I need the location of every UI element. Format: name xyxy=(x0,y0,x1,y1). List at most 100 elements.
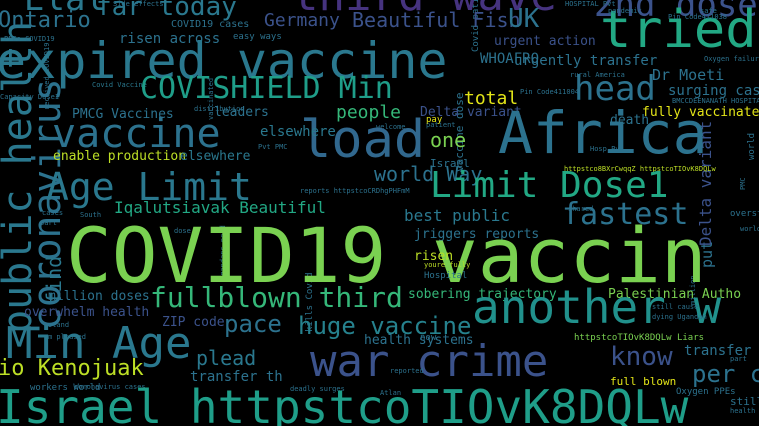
word: now xyxy=(420,333,437,343)
word: PMCG Vaccines xyxy=(72,107,174,122)
word: transfer th xyxy=(190,369,283,385)
word: overwhelm health xyxy=(24,305,150,320)
word: best public xyxy=(404,206,510,225)
word: Israel httpstcoTIOvK8DQLw xyxy=(0,380,689,426)
word: stand xyxy=(48,321,70,329)
word: safe xyxy=(700,7,717,15)
word: easy ways xyxy=(233,32,282,42)
word: Israel xyxy=(430,157,470,170)
word: COVID19 vaccin xyxy=(66,211,707,300)
word: Germany xyxy=(264,10,340,31)
word: Covid Vaccine xyxy=(92,81,147,89)
word: head xyxy=(574,69,656,109)
word: shared xyxy=(568,205,594,213)
word: httpstcoTIOvK8DQLw Liars xyxy=(574,333,705,343)
word: war crime xyxy=(310,336,549,387)
word: distribution xyxy=(194,105,245,113)
word: part xyxy=(40,219,57,227)
word: leaders xyxy=(214,105,269,120)
word: Beautiful Fish xyxy=(352,8,521,32)
word: transfer th xyxy=(684,343,759,359)
word: risen xyxy=(414,249,454,264)
word: Limit Dose1 xyxy=(430,165,669,206)
word: coronavirus cases xyxy=(74,383,146,391)
word: Age Limit xyxy=(46,165,252,209)
word: Atlan xyxy=(380,389,402,397)
word: pandemic xyxy=(608,7,642,15)
word: still cause xyxy=(730,395,759,408)
word: Dr Moeti xyxy=(652,66,725,84)
word: Oxygen failure xyxy=(704,55,759,63)
word: m pleased xyxy=(48,333,86,341)
word: South xyxy=(80,211,102,219)
word: sobering trajectory xyxy=(408,287,557,302)
word: HOSPITAL Pvt xyxy=(565,0,616,8)
word: third wave xyxy=(292,0,557,18)
word: health workers xyxy=(730,407,759,415)
word: Delta variant xyxy=(420,105,522,120)
word: urgently transfer xyxy=(514,53,658,69)
word: Hosp Pvt xyxy=(590,145,624,153)
word: fully vaccinated xyxy=(642,105,759,120)
word: WHOAFRO xyxy=(480,51,540,67)
word: total xyxy=(464,88,519,109)
word: Elal xyxy=(24,0,106,16)
word: Iqalutsiavak Beautiful xyxy=(114,198,326,217)
word: still cause xyxy=(652,303,699,311)
word: expired vaccine xyxy=(0,32,448,90)
word: httpstco8BXrCwqqZ httpstcoTIOvK8DQLw xyxy=(564,165,716,173)
word: workers World xyxy=(30,383,101,393)
word: ZIP code xyxy=(162,315,225,330)
word: pay xyxy=(426,115,443,125)
word: surging cases xyxy=(668,83,759,99)
word: Pin Code411004 xyxy=(520,88,580,96)
word: urgent action xyxy=(494,34,596,49)
word: enable production xyxy=(53,149,187,164)
word: patient xyxy=(426,121,456,129)
word: cases xyxy=(42,209,64,217)
word: fullblown third xyxy=(150,281,403,314)
word: reports httpstcoCRDhgPHFmM xyxy=(300,187,410,195)
word: dose xyxy=(174,227,191,235)
word: health systems xyxy=(364,333,474,348)
word: part xyxy=(730,355,747,363)
word: full blown xyxy=(610,375,677,388)
word: BMCCDEENANATH HOSPITAL xyxy=(672,97,759,105)
word: overstretched health xyxy=(730,209,759,219)
word: Min Age xyxy=(6,318,192,369)
word: rural America xyxy=(570,71,625,79)
word: Pin Code411038 xyxy=(668,13,728,21)
word: pace xyxy=(224,310,282,338)
word: welcome xyxy=(376,123,406,131)
word: Side effects xyxy=(113,0,164,8)
word: dying Ugandan xyxy=(652,313,707,321)
word: another w xyxy=(472,280,722,334)
word: tried xyxy=(600,0,757,60)
word: far today xyxy=(96,0,237,22)
word: world Way xyxy=(374,162,483,186)
word: youre fully xyxy=(424,261,471,269)
word: COVID19 cases xyxy=(171,19,250,30)
word: million doses xyxy=(48,289,150,304)
word: 2nd dose xyxy=(594,0,758,25)
word: huge vaccine xyxy=(298,312,472,340)
word: one xyxy=(430,128,467,152)
word: jriggers reports xyxy=(414,227,540,242)
word: reported xyxy=(390,367,424,375)
word: people xyxy=(336,102,402,123)
word: fastest xyxy=(562,197,689,232)
word: Capacity Dose1 xyxy=(0,93,60,101)
word: io Kenojuak xyxy=(0,356,144,381)
word: Africa xyxy=(498,99,708,167)
word: elsewhere xyxy=(260,124,336,140)
word: plead xyxy=(196,346,257,370)
word: death xyxy=(610,113,650,128)
word: elsewhere xyxy=(180,149,251,164)
word: risen across xyxy=(119,31,221,47)
word: Ontario xyxy=(0,8,91,33)
word: Pvt PMC xyxy=(258,143,288,151)
word: UK xyxy=(508,4,540,34)
word: Palestinian Autho xyxy=(608,287,742,302)
word: COVISHIELD Min xyxy=(140,71,393,106)
